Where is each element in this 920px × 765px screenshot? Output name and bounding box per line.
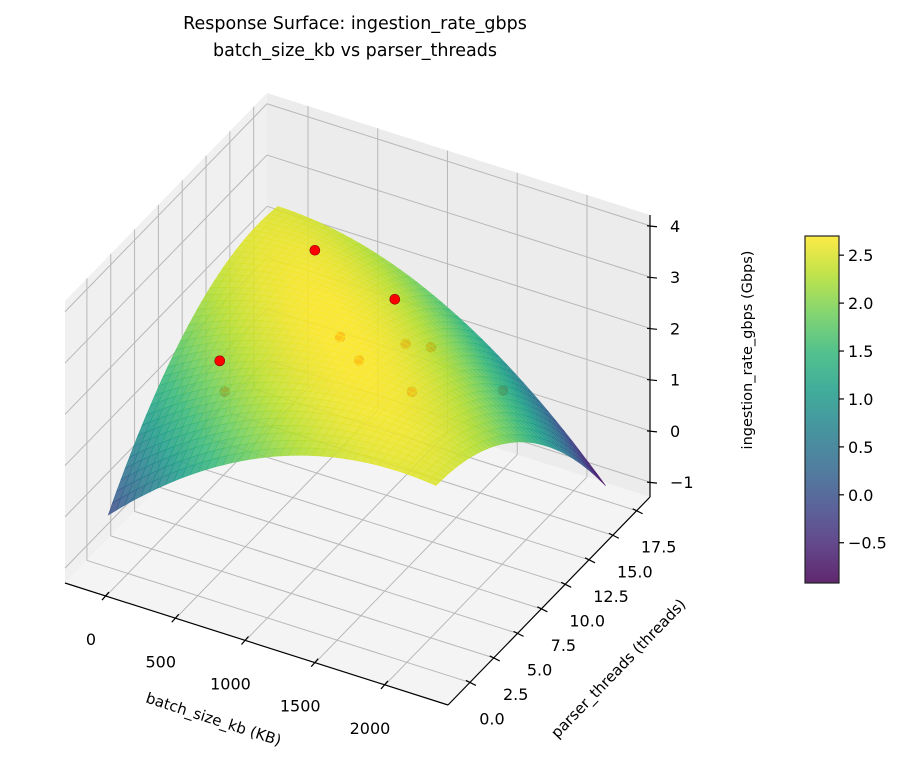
x-tick-label: 1000 (210, 674, 251, 693)
z-tick (646, 327, 658, 330)
data-point (309, 244, 321, 256)
z-axis-label: ingestion_rate_gbps (Gbps) (740, 251, 756, 450)
y-tick-label: 2.5 (503, 685, 528, 704)
grid-line-y (86, 559, 471, 683)
grid-line-z (64, 154, 268, 364)
grid-line-z (64, 205, 268, 415)
x-tick-label: 2000 (350, 719, 391, 738)
y-tick (560, 581, 572, 588)
x-tick-label: 500 (145, 652, 176, 671)
z-tick-label: 0 (670, 422, 680, 441)
x-tick (380, 680, 389, 690)
z-tick (646, 276, 658, 279)
y-tick-label: 7.5 (551, 636, 576, 655)
grid-line-z (266, 154, 651, 278)
colorbar-tick-label: 2.5 (848, 246, 873, 265)
z-tick-label: 4 (670, 217, 680, 236)
z-tick (646, 430, 658, 433)
grid-line-y (134, 510, 518, 634)
left-pane (65, 93, 267, 583)
y-tick (489, 655, 501, 662)
z-tick-label: 1 (670, 371, 680, 390)
y-tick-label: 0.0 (479, 709, 504, 728)
chart-title: Response Surface: ingestion_rate_gbps (183, 14, 527, 34)
colorbar-tick-label: 2.0 (848, 294, 873, 313)
y-tick (632, 508, 643, 515)
x-tick-label: 0 (86, 630, 96, 649)
y-tick (537, 606, 548, 613)
grid-line-z (266, 205, 651, 329)
y-tick (584, 557, 596, 564)
y-tick-label: 10.0 (569, 611, 605, 630)
x-tick (241, 636, 249, 645)
grid-line-y (110, 535, 494, 659)
y-tick-label: 5.0 (527, 660, 552, 679)
y-axis-line (447, 496, 651, 706)
colorbar-tick-label: 0.5 (848, 438, 873, 457)
grid-line-y (182, 461, 566, 585)
y-tick (513, 630, 524, 637)
surface-facet (427, 477, 441, 486)
colorbar-gradient (804, 235, 840, 584)
y-tick-label: 17.5 (641, 538, 677, 557)
grid-line-z (64, 103, 268, 313)
x-tick (310, 658, 319, 668)
grid-line-y (158, 486, 542, 610)
x-tick (101, 591, 110, 601)
y-tick-label: 15.0 (617, 562, 653, 581)
colorbar-tick-label: −0.5 (848, 534, 887, 553)
grid-line-z (266, 103, 651, 227)
y-tick (465, 679, 477, 686)
x-tick-label: 1500 (280, 697, 321, 716)
data-point (214, 355, 226, 367)
z-tick (646, 378, 658, 382)
z-tick-label: 2 (670, 319, 680, 338)
z-tick-label: −1 (670, 473, 694, 492)
chart-subtitle: batch_size_kb vs parser_threads (212, 41, 498, 61)
grid-line-x (314, 454, 518, 664)
colorbar: −0.5 0.0 0.5 1.0 1.5 2.0 2.5 (804, 235, 887, 584)
x-tick (171, 613, 180, 623)
data-point (389, 294, 401, 305)
z-tick (646, 225, 658, 228)
y-tick-label: 12.5 (593, 587, 629, 606)
colorbar-tick-label: 1.0 (848, 390, 873, 409)
colorbar-tick-label: 1.5 (848, 342, 873, 361)
grid-line-y (205, 437, 590, 561)
z-tick-label: 3 (670, 268, 680, 287)
grid-line-x (384, 476, 588, 686)
y-tick (608, 532, 620, 539)
colorbar-tick-label: 0.0 (848, 486, 873, 505)
x-axis-label: batch_size_kb (KB) (143, 689, 283, 751)
z-tick (646, 481, 658, 484)
